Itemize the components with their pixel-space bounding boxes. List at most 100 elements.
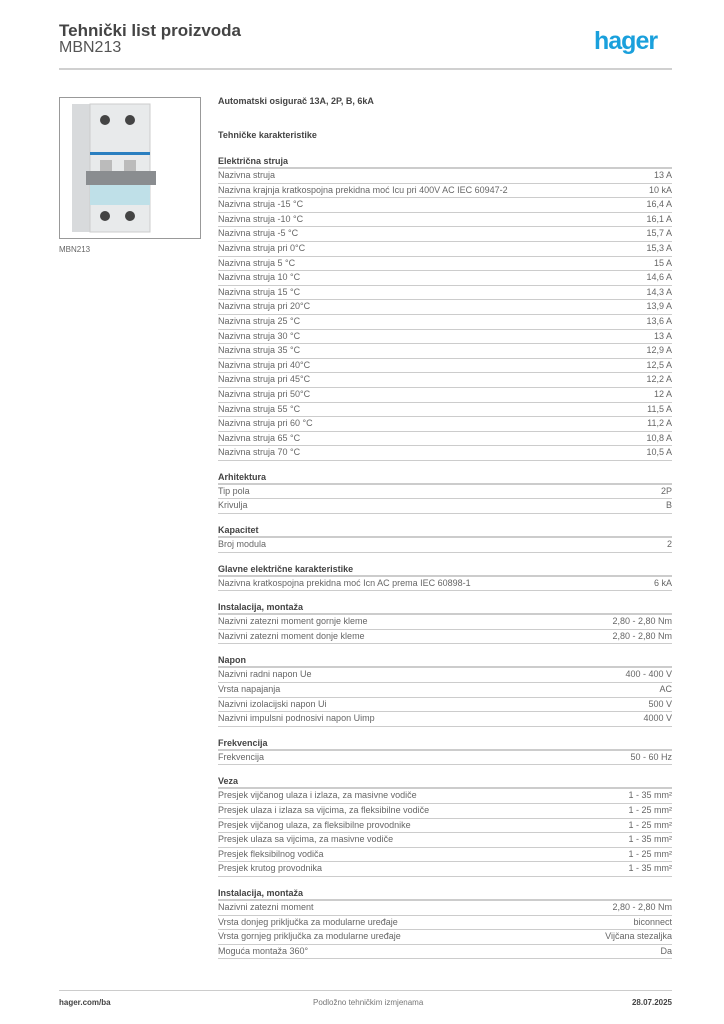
spec-label: Presjek vijčanog ulaza, za fleksibilne p…: [218, 819, 411, 830]
spec-value: 12,2 A: [646, 374, 672, 385]
table-row: Nazivna struja 35 °C 12,9 A: [218, 344, 672, 359]
spec-label: Vrsta donjeg priključka za modularne ure…: [218, 916, 398, 927]
footer-website: hager.com/ba: [59, 998, 111, 1007]
spec-label: Nazivna struja pri 60 °C: [218, 418, 313, 429]
spec-label: Presjek krutog provodnika: [218, 863, 323, 874]
table-row: Nazivna struja 70 °C 10,5 A: [218, 446, 672, 461]
spec-value: 500 V: [648, 698, 672, 709]
spec-label: Nazivna struja: [218, 170, 276, 180]
table-row: Nazivna struja 10 °C 14,6 A: [218, 271, 672, 286]
spec-value: 10,5 A: [646, 447, 672, 458]
table-row: Nazivna struja 65 °C 10,8 A: [218, 432, 672, 447]
product-name: Automatski osigurač 13A, 2P, B, 6kA: [218, 96, 374, 106]
spec-value: AC: [659, 684, 672, 695]
spec-value: 1 - 25 mm²: [628, 819, 672, 830]
section-title: Glavne električne karakteristike: [218, 562, 672, 577]
spec-value: 1 - 35 mm²: [628, 790, 672, 801]
spec-label: Nazivna struja pri 20°C: [218, 301, 311, 312]
spec-label: Nazivna struja 30 °C: [218, 330, 301, 341]
footer-divider: [59, 990, 672, 991]
table-row: Nazivna struja pri 60 °C 11,2 A: [218, 417, 672, 432]
spec-value: 1 - 35 mm²: [628, 863, 672, 874]
spec-value: Da: [660, 945, 672, 956]
spec-value: 2P: [660, 485, 672, 496]
table-row: Nazivni izolacijski napon Ui 500 V: [218, 698, 672, 713]
spec-label: Nazivni radni napon Ue: [218, 669, 312, 680]
section-title: Napon: [218, 653, 672, 669]
spec-value: 13 A: [653, 170, 672, 180]
table-row: Nazivna struja 30 °C 13 A: [218, 330, 672, 345]
divider: [59, 68, 672, 70]
spec-label: Nazivni impulsni podnosivi napon Uimp: [218, 713, 375, 724]
spec-label: Nazivna struja 15 °C: [218, 286, 301, 297]
table-row: Nazivna struja -15 °C 16,4 A: [218, 198, 672, 213]
spec-label: Presjek ulaza sa vijcima, za masivne vod…: [218, 834, 394, 845]
table-row: Broj modula 2: [218, 538, 672, 553]
spec-value: 10,8 A: [646, 432, 672, 443]
product-code: MBN213: [59, 39, 122, 56]
section-title: Električna struja: [218, 154, 672, 169]
spec-label: Nazivni zatezni moment donje kleme: [218, 630, 365, 641]
table-row: Vrsta gornjeg priključka za modularne ur…: [218, 930, 672, 945]
table-row: Nazivna struja 25 °C 13,6 A: [218, 315, 672, 330]
table-row: Nazivna struja pri 50°C 12 A: [218, 388, 672, 403]
spec-label: Nazivna struja 25 °C: [218, 315, 301, 326]
spec-value: 13,9 A: [646, 301, 672, 312]
spec-value: 12,9 A: [646, 345, 672, 356]
spec-section: Instalacija, montaža Nazivni zatezni mome…: [218, 600, 672, 645]
table-row: Moguća montaža 360° Da: [218, 945, 672, 960]
spec-value: 2,80 - 2,80 Nm: [612, 630, 672, 641]
table-row: Nazivni zatezni moment gornje kleme 2,80 …: [218, 615, 672, 630]
footer-date: 28.07.2025: [631, 998, 672, 1007]
spec-label: Nazivna krajnja kratkospojna prekidna mo…: [218, 184, 508, 195]
spec-section: Kapacitet Broj modula 2: [218, 523, 672, 553]
spec-value: biconnect: [633, 916, 672, 927]
spec-label: Nazivna struja pri 45°C: [218, 374, 311, 385]
spec-label: Nazivna struja pri 50°C: [218, 388, 311, 399]
image-caption: MBN213: [59, 245, 91, 254]
spec-value: 11,5 A: [647, 403, 672, 414]
table-row: Presjek vijčanog ulaza, za fleksibilne p…: [218, 819, 672, 834]
spec-value: 14,6 A: [646, 272, 672, 283]
spec-value: 14,3 A: [646, 286, 672, 297]
table-row: Nazivni zatezni moment donje kleme 2,80 -…: [218, 630, 672, 645]
spec-label: Vrsta gornjeg priključka za modularne ur…: [218, 931, 401, 942]
spec-label: Presjek fleksibilnog vodiča: [218, 848, 324, 859]
spec-label: Nazivna struja -15 °C: [218, 199, 304, 210]
spec-value: 2,80 - 2,80 Nm: [612, 901, 672, 912]
table-row: Nazivna struja 13 A: [218, 169, 672, 184]
spec-value: 2,80 - 2,80 Nm: [612, 616, 672, 627]
spec-label: Presjek ulaza i izlaza sa vijcima, za fl…: [218, 805, 430, 815]
section-title: Veza: [218, 774, 672, 790]
section-title: Kapacitet: [218, 523, 672, 539]
spec-value: 12,5 A: [646, 359, 672, 370]
table-row: Krivulja B: [218, 499, 672, 515]
spec-label: Nazivna struja pri 0°C: [218, 242, 306, 253]
table-row: Nazivna struja 15 °C 14,3 A: [218, 286, 672, 301]
table-row: Presjek ulaza sa vijcima, za masivne vod…: [218, 833, 672, 848]
footer-note: Podložno tehničkim izmjenama: [313, 998, 424, 1007]
spec-table: Automatski osigurač 13A, 2P, B, 6kA Tehn…: [218, 96, 672, 960]
spec-value: 10 kA: [648, 184, 672, 195]
table-row: Presjek fleksibilnog vodiča 1 - 25 mm²: [218, 848, 672, 863]
spec-value: 15,3 A: [646, 242, 672, 253]
spec-value: 4000 V: [643, 713, 672, 724]
spec-value: Vijčana stezaljka: [605, 931, 672, 942]
spec-label: Nazivni izolacijski napon Ui: [218, 698, 327, 709]
spec-label: Nazivna struja 35 °C: [218, 345, 301, 356]
spec-label: Nazivni zatezni moment: [218, 901, 314, 912]
spec-section: Napon Nazivni radni napon Ue 400 - 400 V Vr…: [218, 653, 672, 727]
spec-section: Frekvencija Frekvencija 50 - 60 Hz: [218, 736, 672, 766]
table-row: Presjek krutog provodnika 1 - 35 mm²: [218, 862, 672, 877]
table-row: Nazivna struja 5 °C 15 A: [218, 257, 672, 272]
spec-label: Nazivna struja 10 °C: [218, 272, 301, 283]
spec-label: Nazivna struja 55 °C: [218, 403, 301, 414]
spec-label: Nazivni zatezni moment gornje kleme: [218, 616, 368, 627]
spec-label: Nazivna struja 65 °C: [218, 432, 301, 443]
table-row: Nazivni impulsni podnosivi napon Uimp 400…: [218, 712, 672, 727]
spec-value: 50 - 60 Hz: [630, 751, 672, 762]
table-row: Nazivna struja pri 45°C 12,2 A: [218, 373, 672, 388]
spec-label: Nazivna struja -5 °C: [218, 228, 299, 239]
spec-value: 13,6 A: [646, 315, 672, 326]
table-row: Nazivni zatezni moment 2,80 - 2,80 Nm: [218, 901, 672, 916]
